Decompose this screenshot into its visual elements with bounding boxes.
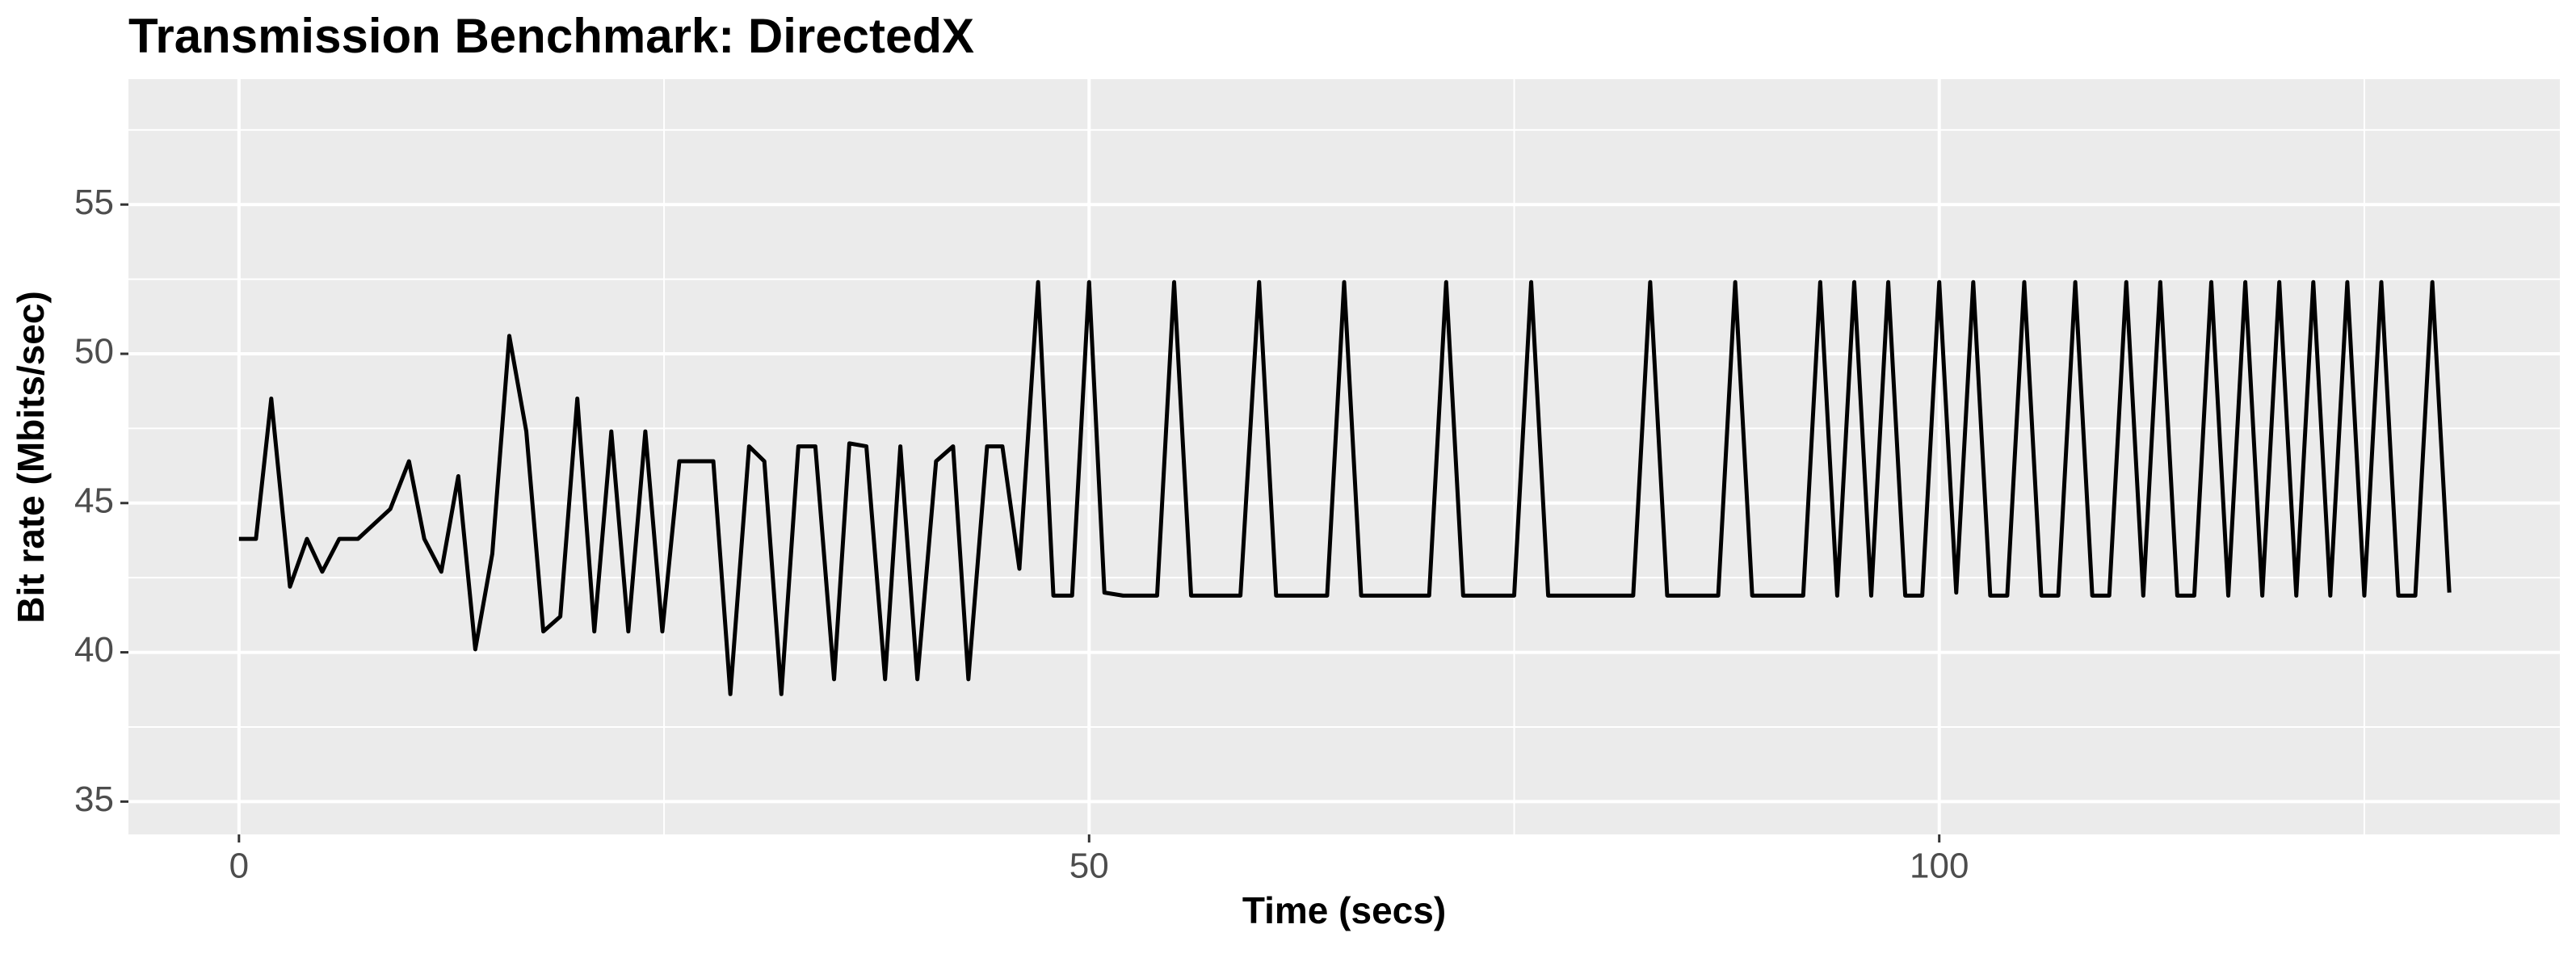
x-tick-label: 0 xyxy=(229,847,249,886)
y-tick-label: 50 xyxy=(74,332,114,372)
y-axis-label: Bit rate (Mbits/sec) xyxy=(10,291,52,624)
y-tick-label: 40 xyxy=(74,630,114,670)
x-axis-label: Time (secs) xyxy=(1242,889,1446,931)
x-tick-label: 100 xyxy=(1910,847,1969,886)
data-line xyxy=(238,279,2452,696)
y-tick-label: 45 xyxy=(74,481,114,520)
x-tick-label: 50 xyxy=(1069,847,1109,886)
panel xyxy=(128,79,2560,834)
y-tick-label: 55 xyxy=(74,183,114,222)
y-tick-label: 35 xyxy=(74,779,114,819)
marks xyxy=(238,279,2452,696)
chart-title: Transmission Benchmark: DirectedX xyxy=(128,9,974,63)
